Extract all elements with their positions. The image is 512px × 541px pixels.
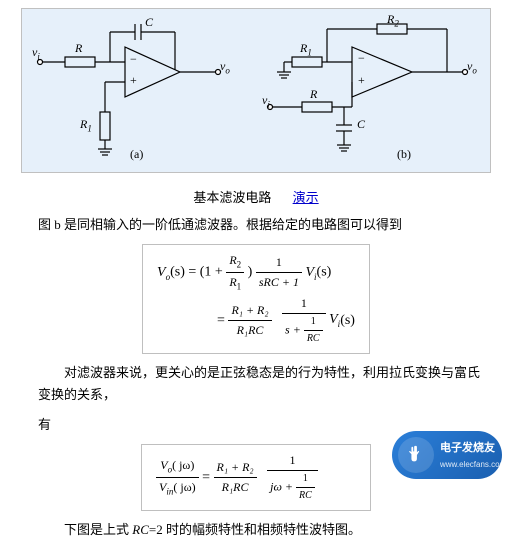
site-watermark: 电子发烧友 www.elecfans.com (392, 431, 502, 479)
label-R-a: R (75, 41, 82, 56)
label-vi-b: vi (262, 93, 270, 109)
label-minus-a: − (130, 52, 137, 67)
label-R2-b: R2 (387, 12, 399, 28)
label-C-b: C (357, 117, 365, 132)
label-vo-b: vo (467, 59, 477, 75)
paragraph-1: 图 b 是同相输入的一阶低通滤波器。根据给定的电路图可以得到 (38, 214, 482, 236)
hand-icon (405, 444, 427, 466)
label-plus-a: + (130, 73, 137, 88)
label-vo-a: vo (220, 59, 230, 75)
label-C-a: C (145, 15, 153, 30)
circuit-a-svg (30, 17, 250, 167)
panel-b-caption: (b) (397, 147, 411, 162)
label-R1-b: R1 (300, 41, 312, 57)
equation-2: Vo( jω) Vin( jω) = R₁ + R₂R₁RC 1jω + 1RC (141, 444, 371, 511)
equation-1: Vo(s) = (1 + R2R1 ) 1sRC + 1 Vi(s) = R₁ … (142, 244, 370, 354)
figure-caption: 基本滤波电路 演示 (0, 187, 512, 206)
paragraph-3: 下图是上式 RC=2 时的幅频特性和相频特性波特图。 (38, 519, 482, 541)
label-plus-b: + (358, 73, 365, 88)
caption-text: 基本滤波电路 (193, 190, 271, 205)
panel-a-caption: (a) (130, 147, 143, 162)
label-R1-a: R1 (80, 117, 92, 133)
label-R-b: R (310, 87, 317, 102)
watermark-logo-icon (398, 437, 434, 473)
circuit-diagram-figure: vi R C − + vo R1 (a) (21, 8, 491, 173)
circuit-panel-b: R2 R1 − + vo vi R C (b) (262, 17, 482, 164)
watermark-url: www.elecfans.com (440, 460, 506, 469)
label-vi-a: vi (32, 45, 40, 61)
circuit-b-svg (262, 17, 482, 167)
paragraph-2: 对滤波器来说，更关心的是正弦稳态是的行为特性，利用拉氏变换与富氏变换的关系， (38, 362, 482, 406)
label-minus-b: − (358, 51, 365, 66)
demo-link[interactable]: 演示 (293, 190, 319, 205)
watermark-text-cn: 电子发烧友 (440, 439, 495, 455)
circuit-panel-a: vi R C − + vo R1 (a) (30, 17, 250, 164)
